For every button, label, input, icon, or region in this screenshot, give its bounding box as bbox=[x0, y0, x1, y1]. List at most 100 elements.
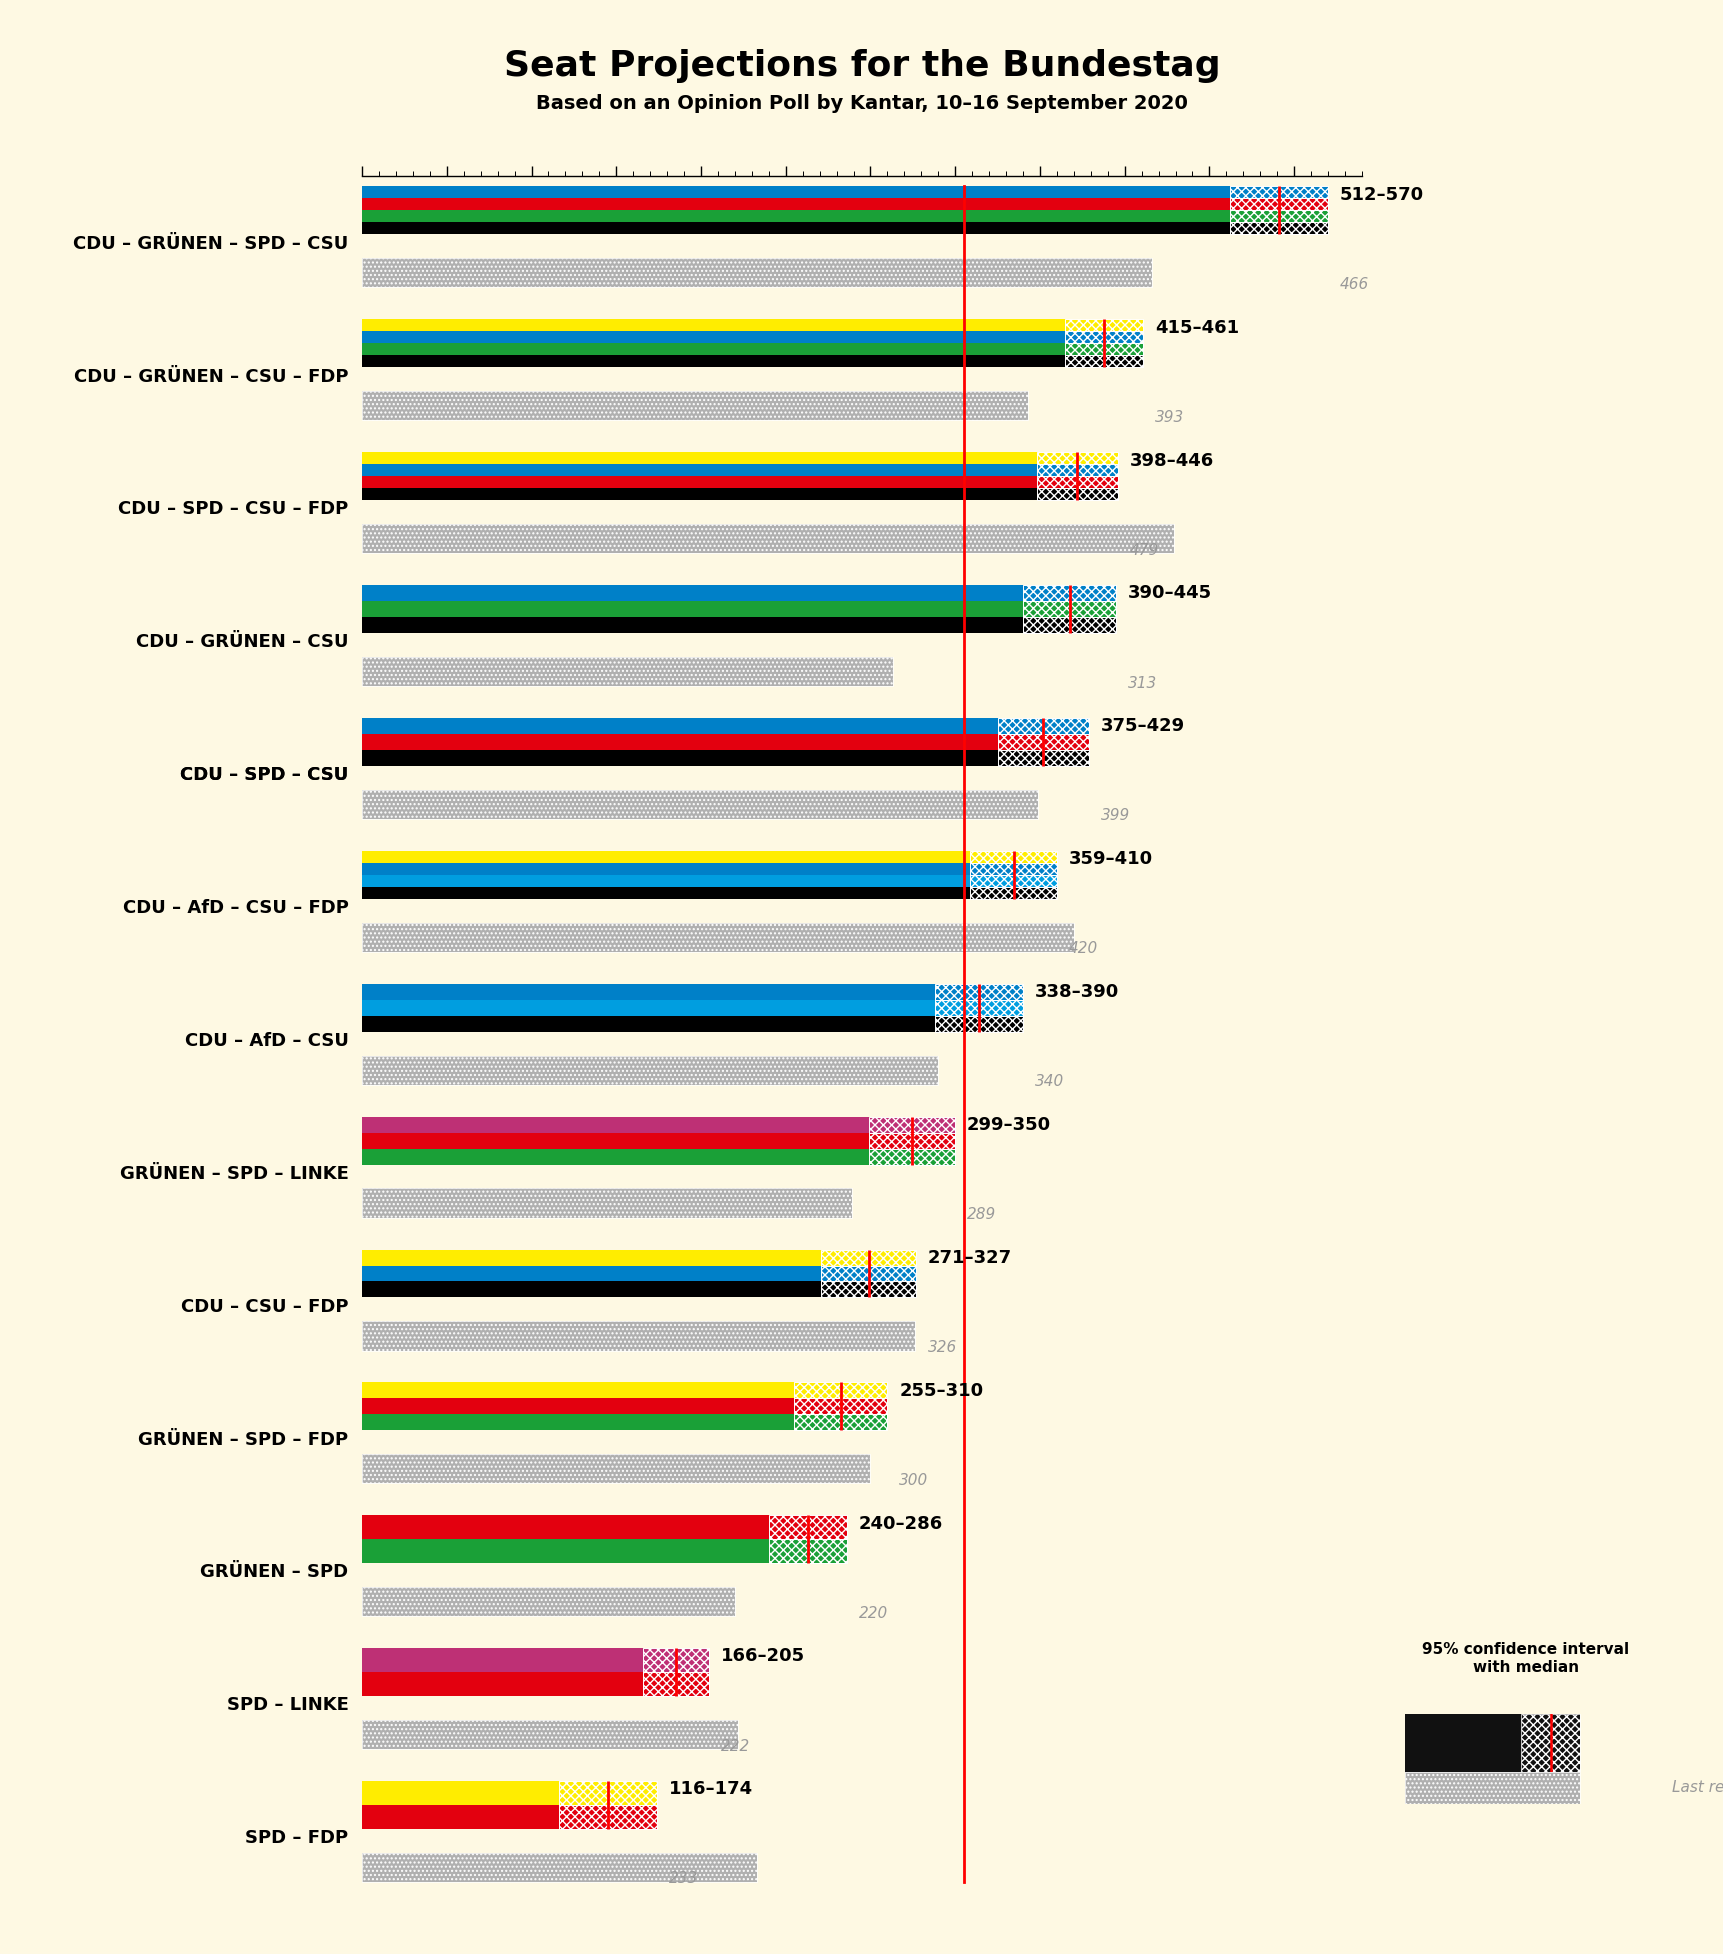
Bar bbox=[362, 1133, 868, 1149]
Bar bbox=[868, 1116, 955, 1133]
Bar bbox=[820, 1249, 915, 1266]
Bar bbox=[643, 1673, 710, 1696]
Text: 415–461: 415–461 bbox=[1154, 319, 1239, 336]
Text: 399: 399 bbox=[1101, 809, 1130, 823]
Bar bbox=[362, 1454, 870, 1483]
Text: 222: 222 bbox=[720, 1739, 750, 1753]
Text: SPD – LINKE: SPD – LINKE bbox=[226, 1696, 348, 1714]
Bar bbox=[868, 1149, 955, 1165]
Bar bbox=[362, 391, 1027, 420]
Text: 420: 420 bbox=[1068, 942, 1098, 956]
Bar bbox=[998, 750, 1089, 766]
Bar bbox=[362, 488, 1036, 500]
Bar bbox=[362, 1720, 737, 1749]
Bar bbox=[362, 1188, 851, 1217]
Text: CDU – CSU – FDP: CDU – CSU – FDP bbox=[181, 1297, 348, 1315]
Bar bbox=[362, 864, 970, 875]
Bar bbox=[820, 1282, 915, 1297]
Bar bbox=[998, 717, 1089, 735]
Bar bbox=[820, 1249, 915, 1266]
Text: CDU – SPD – CSU: CDU – SPD – CSU bbox=[181, 766, 348, 784]
Bar bbox=[1022, 617, 1115, 633]
Bar bbox=[362, 1516, 768, 1540]
Bar bbox=[1228, 186, 1327, 199]
Text: 271–327: 271–327 bbox=[927, 1249, 1011, 1266]
Bar bbox=[362, 1399, 794, 1415]
Text: GRÜNEN – SPD – LINKE: GRÜNEN – SPD – LINKE bbox=[119, 1165, 348, 1182]
Bar bbox=[362, 717, 998, 735]
Bar bbox=[868, 1149, 955, 1165]
Text: 220: 220 bbox=[858, 1606, 887, 1620]
Bar bbox=[1036, 477, 1117, 488]
Bar bbox=[362, 850, 970, 864]
Bar bbox=[1228, 199, 1327, 211]
Bar bbox=[362, 735, 998, 750]
Bar bbox=[1228, 186, 1327, 199]
Text: 300: 300 bbox=[899, 1473, 929, 1487]
Bar bbox=[1022, 617, 1115, 633]
Bar bbox=[362, 186, 1228, 199]
Bar bbox=[362, 584, 1022, 602]
Bar bbox=[362, 1415, 794, 1430]
Bar bbox=[362, 258, 1151, 287]
Bar bbox=[1036, 465, 1117, 477]
Bar bbox=[643, 1649, 710, 1673]
Bar bbox=[934, 1000, 1022, 1016]
Bar bbox=[934, 983, 1022, 1000]
Bar bbox=[362, 451, 1036, 465]
Bar bbox=[362, 1321, 913, 1350]
Bar bbox=[1404, 1714, 1578, 1772]
Bar bbox=[970, 875, 1056, 887]
Bar bbox=[768, 1540, 846, 1563]
Bar bbox=[362, 922, 1073, 952]
Bar bbox=[934, 983, 1022, 1000]
Bar bbox=[362, 1381, 794, 1399]
Text: CDU – GRÜNEN – SPD – CSU: CDU – GRÜNEN – SPD – CSU bbox=[72, 234, 348, 252]
Bar bbox=[970, 850, 1056, 864]
Bar bbox=[362, 524, 1173, 553]
Bar bbox=[868, 1133, 955, 1149]
Bar bbox=[362, 1852, 756, 1882]
Text: 338–390: 338–390 bbox=[1034, 983, 1118, 1000]
Bar bbox=[970, 864, 1056, 875]
Bar bbox=[362, 1116, 868, 1133]
Text: 340: 340 bbox=[1034, 1075, 1063, 1088]
Bar bbox=[362, 983, 934, 1000]
Bar bbox=[970, 850, 1056, 864]
Bar bbox=[362, 1782, 558, 1805]
Bar bbox=[998, 750, 1089, 766]
Bar bbox=[362, 1321, 913, 1350]
Text: CDU – GRÜNEN – CSU: CDU – GRÜNEN – CSU bbox=[136, 633, 348, 651]
Bar bbox=[362, 1282, 820, 1297]
Bar bbox=[934, 1000, 1022, 1016]
Bar bbox=[362, 391, 1027, 420]
Bar bbox=[820, 1266, 915, 1282]
Bar bbox=[558, 1782, 656, 1805]
Bar bbox=[1521, 1714, 1578, 1772]
Bar bbox=[1036, 451, 1117, 465]
Bar bbox=[768, 1516, 846, 1540]
Bar bbox=[970, 887, 1056, 899]
Text: 255–310: 255–310 bbox=[899, 1381, 982, 1399]
Bar bbox=[362, 1587, 734, 1616]
Bar bbox=[794, 1415, 887, 1430]
Bar bbox=[362, 465, 1036, 477]
Bar bbox=[1036, 451, 1117, 465]
Bar bbox=[970, 864, 1056, 875]
Bar bbox=[1065, 332, 1142, 344]
Text: 375–429: 375–429 bbox=[1101, 717, 1184, 735]
Bar bbox=[362, 922, 1073, 952]
Bar bbox=[362, 1649, 643, 1673]
Bar bbox=[1036, 477, 1117, 488]
Bar bbox=[643, 1673, 710, 1696]
Text: Last result: Last result bbox=[1671, 1780, 1723, 1796]
Bar bbox=[1022, 602, 1115, 617]
Text: 393: 393 bbox=[1154, 410, 1184, 424]
Bar bbox=[794, 1381, 887, 1399]
Bar bbox=[970, 887, 1056, 899]
Bar bbox=[1036, 488, 1117, 500]
Bar bbox=[794, 1399, 887, 1415]
Bar bbox=[362, 789, 1037, 819]
Text: 166–205: 166–205 bbox=[720, 1647, 805, 1665]
Bar bbox=[998, 717, 1089, 735]
